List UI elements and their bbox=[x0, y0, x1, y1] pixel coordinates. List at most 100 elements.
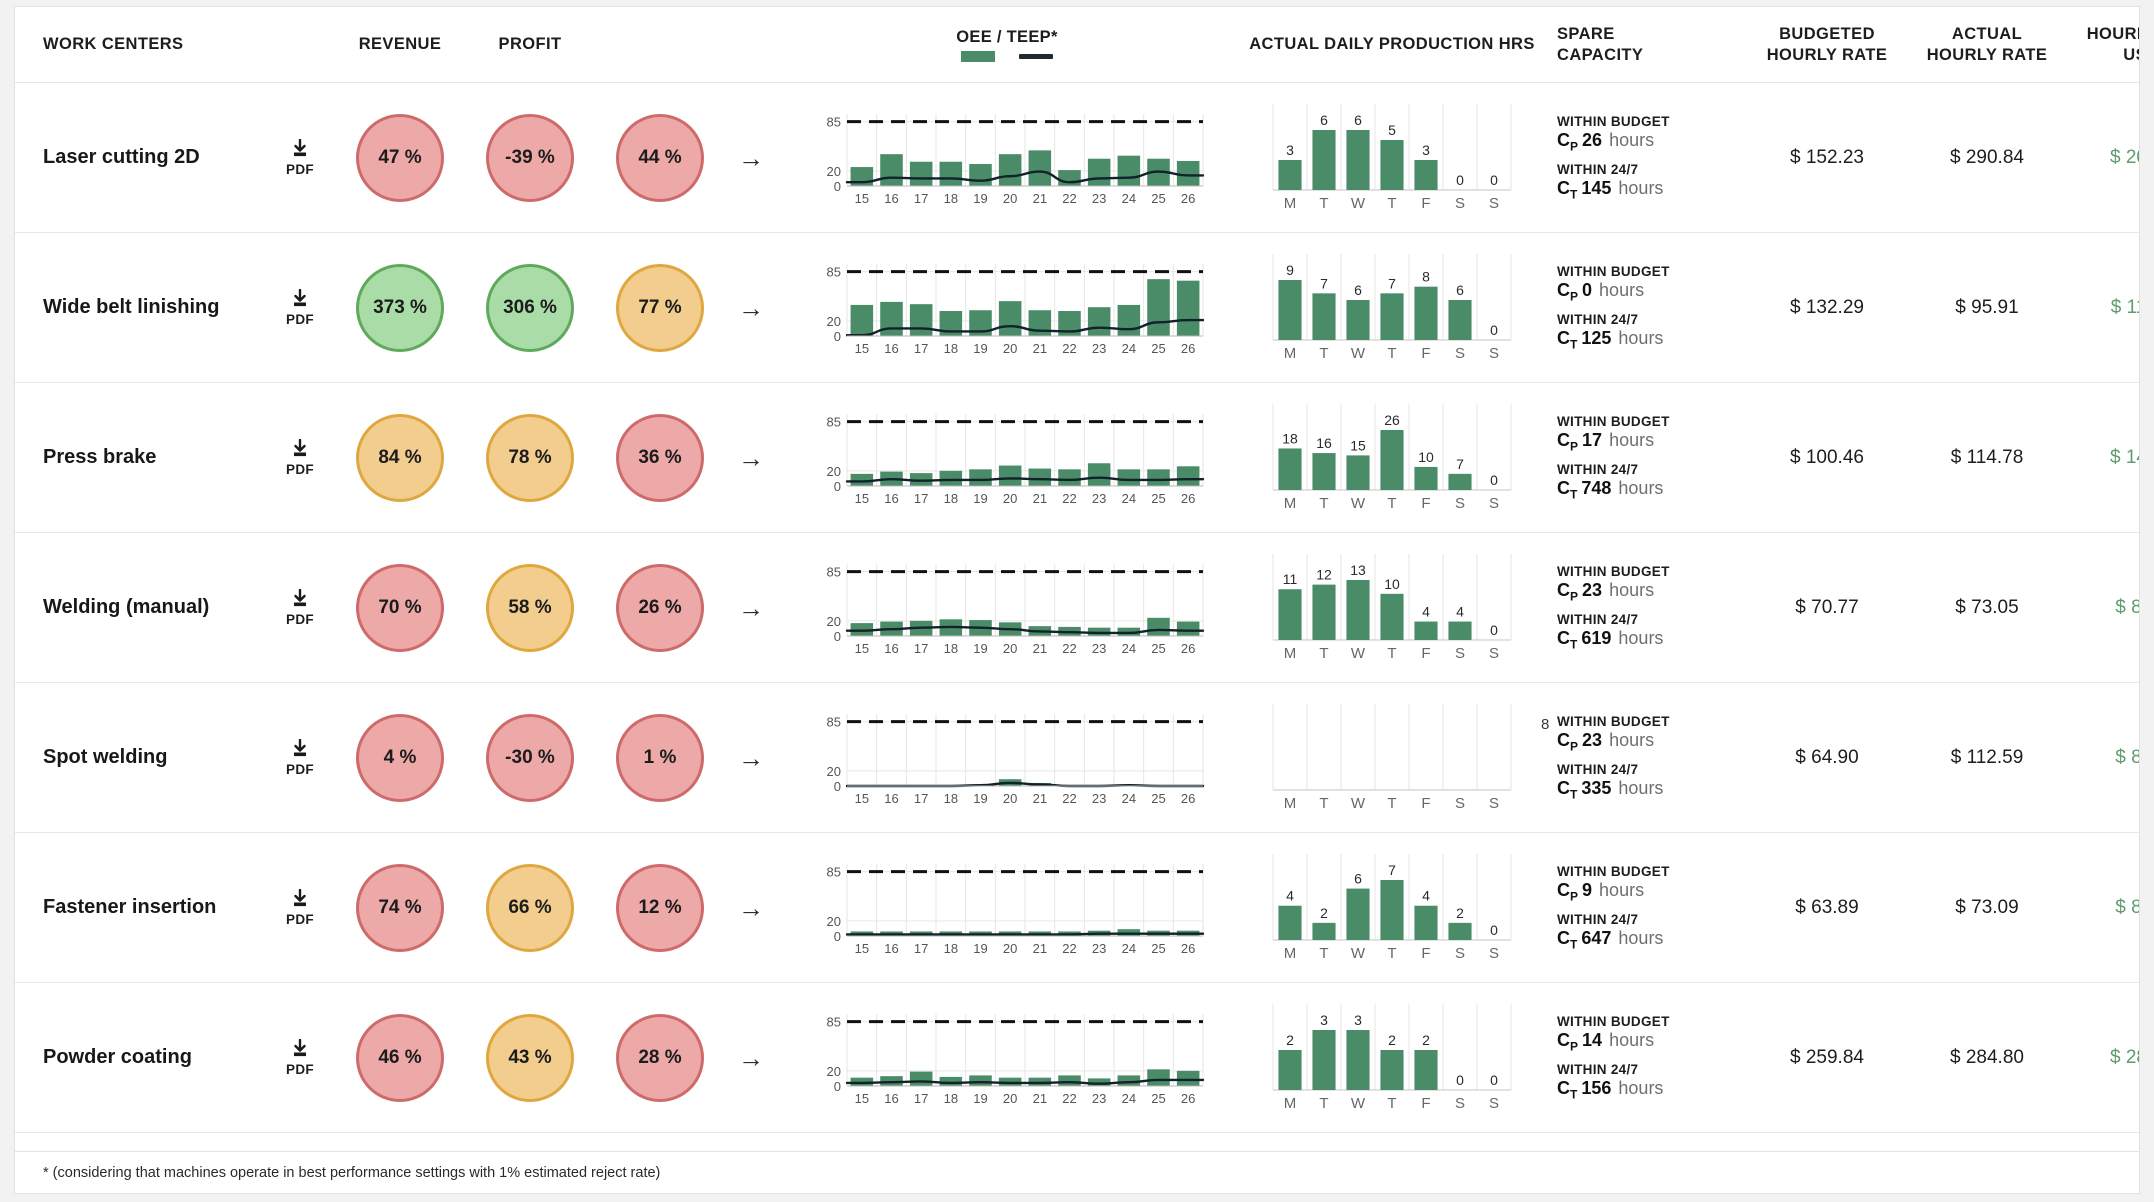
work-center-row[interactable]: Press brake PDF 84 % 78 % 36 % → 0 20 85 15 16 17 18… bbox=[15, 383, 2139, 533]
cell-hourly-rate-used-value: $ 85.00 bbox=[2067, 833, 2139, 982]
svg-text:24: 24 bbox=[1122, 191, 1136, 206]
profit-kpi-bubble: 78 % bbox=[486, 413, 574, 502]
svg-text:F: F bbox=[1421, 645, 1430, 662]
cp-hours-value: CP 23 hours bbox=[1557, 580, 1747, 604]
cell-pdf-download: PDF bbox=[265, 233, 335, 382]
hourly-rate-used-value: $ 280.00 bbox=[2110, 1046, 2139, 1068]
work-center-row[interactable]: Fastener insertion PDF 74 % 66 % 12 % → 0 20 85 1… bbox=[15, 833, 2139, 983]
svg-text:85: 85 bbox=[827, 264, 841, 279]
budgeted-hourly-rate-value: $ 100.46 bbox=[1790, 446, 1864, 468]
work-center-row[interactable]: Powder coating PDF 46 % 43 % 28 % → 0 20 85 15 16 1… bbox=[15, 983, 2139, 1133]
svg-text:21: 21 bbox=[1033, 191, 1047, 206]
cell-pdf-download: PDF bbox=[265, 383, 335, 532]
cell-profit-kpi-bubble: 78 % bbox=[465, 383, 595, 532]
work-center-row[interactable]: Spot welding PDF 4 % -30 % 1 % → 0 20 85 15 16 17 18… bbox=[15, 683, 2139, 833]
download-pdf-button[interactable]: PDF bbox=[286, 1038, 314, 1077]
svg-text:T: T bbox=[1319, 795, 1328, 812]
cp-hours-unit: hours bbox=[1599, 279, 1645, 300]
within-budget-label: WITHIN BUDGET bbox=[1557, 863, 1670, 879]
cell-pdf-download: PDF bbox=[265, 983, 335, 1132]
svg-text:M: M bbox=[1284, 195, 1297, 212]
svg-text:26: 26 bbox=[1181, 941, 1195, 956]
svg-text:S: S bbox=[1455, 1095, 1465, 1112]
svg-text:85: 85 bbox=[827, 1014, 841, 1029]
oee-teep-chart: 0 20 85 15 16 17 18 19 20 21 22 23 24 25 26 bbox=[807, 558, 1207, 658]
work-center-row[interactable]: Laser cutting 2D PDF 47 % -39 % 44 % → 0 20 85 15… bbox=[15, 83, 2139, 233]
svg-text:16: 16 bbox=[884, 191, 898, 206]
download-pdf-button[interactable]: PDF bbox=[286, 438, 314, 477]
svg-text:3: 3 bbox=[1286, 142, 1294, 158]
cell-spare-capacity: WITHIN BUDGET CP 23 hours WITHIN 24/7 CT 619 … bbox=[1547, 533, 1747, 682]
profit-kpi-bubble: -30 % bbox=[486, 713, 574, 802]
download-icon bbox=[289, 438, 311, 459]
cell-spare-capacity: WITHIN BUDGET CP 17 hours WITHIN 24/7 CT 748 … bbox=[1547, 383, 1747, 532]
actual-hourly-rate-value: $ 95.91 bbox=[1955, 296, 2019, 318]
svg-text:25: 25 bbox=[1151, 341, 1165, 356]
cell-daily-production-chart: 3 M 6 T 6 W 5 T 3 F 0 S 0 S bbox=[1237, 83, 1547, 232]
svg-text:10: 10 bbox=[1418, 448, 1434, 464]
download-pdf-button[interactable]: PDF bbox=[286, 588, 314, 627]
svg-text:21: 21 bbox=[1033, 1091, 1047, 1106]
ct-symbol: CT bbox=[1557, 477, 1578, 502]
svg-text:11: 11 bbox=[1283, 571, 1298, 587]
cell-daily-production-chart: 9 M 7 T 6 W 7 T 8 F 6 S 0 S bbox=[1237, 233, 1547, 382]
arrow-right-icon: → bbox=[738, 892, 764, 923]
cp-hours-value: CP 0 hours bbox=[1557, 280, 1747, 304]
download-pdf-button[interactable]: PDF bbox=[286, 288, 314, 327]
svg-text:W: W bbox=[1351, 945, 1366, 962]
work-center-row[interactable]: Wide belt linishing PDF 373 % 306 % 77 % → 0 20… bbox=[15, 233, 2139, 383]
svg-text:T: T bbox=[1319, 645, 1328, 662]
svg-text:F: F bbox=[1421, 195, 1430, 212]
svg-text:85: 85 bbox=[827, 564, 841, 579]
column-label-rate-used-line2: USED bbox=[2123, 45, 2139, 64]
svg-text:19: 19 bbox=[973, 491, 987, 506]
within-budget-label: WITHIN BUDGET bbox=[1557, 113, 1670, 129]
svg-text:F: F bbox=[1421, 945, 1430, 962]
svg-text:26: 26 bbox=[1384, 412, 1400, 428]
within-budget-label: WITHIN BUDGET bbox=[1557, 713, 1670, 729]
cell-oee-teep-chart: 0 20 85 15 16 17 18 19 20 21 22 23 24 25 26 bbox=[777, 83, 1237, 232]
svg-text:2: 2 bbox=[1422, 1032, 1430, 1048]
svg-text:T: T bbox=[1319, 1095, 1328, 1112]
svg-text:20: 20 bbox=[827, 313, 841, 328]
svg-text:85: 85 bbox=[827, 714, 841, 729]
svg-text:20: 20 bbox=[1003, 941, 1017, 956]
cell-budgeted-hourly-rate-value: $ 64.90 bbox=[1747, 683, 1907, 832]
profit-kpi-bubble: -39 % bbox=[486, 113, 574, 202]
header-cell-arrow bbox=[725, 7, 777, 82]
ct-hours-value: CT 335 hours bbox=[1557, 778, 1747, 802]
within-budget-label: WITHIN BUDGET bbox=[1557, 413, 1670, 429]
svg-text:85: 85 bbox=[827, 414, 841, 429]
daily-production-hours-chart: 11 M 12 T 13 W 10 T 4 F 4 S 0 S bbox=[1267, 552, 1517, 664]
cp-hours-unit: hours bbox=[1609, 729, 1655, 750]
cell-spare-capacity: WITHIN BUDGET CP 9 hours WITHIN 24/7 CT 647 h… bbox=[1547, 833, 1747, 982]
svg-text:20: 20 bbox=[1003, 1091, 1017, 1106]
column-label-budgeted-line2: HOURLY RATE bbox=[1766, 45, 1888, 64]
download-pdf-button[interactable]: PDF bbox=[286, 738, 314, 777]
svg-text:19: 19 bbox=[973, 641, 987, 656]
svg-text:22: 22 bbox=[1062, 341, 1076, 356]
download-pdf-button[interactable]: PDF bbox=[286, 888, 314, 927]
cell-arrow: → bbox=[725, 383, 777, 532]
header-cell-oee-bubble bbox=[595, 7, 725, 82]
arrow-right-icon: → bbox=[738, 142, 764, 173]
cell-pdf-download: PDF bbox=[265, 83, 335, 232]
ct-symbol: CT bbox=[1557, 927, 1578, 952]
cp-hours-value: CP 17 hours bbox=[1557, 430, 1747, 454]
cell-oee-kpi-bubble: 44 % bbox=[595, 83, 725, 232]
svg-text:16: 16 bbox=[884, 641, 898, 656]
svg-text:6: 6 bbox=[1456, 282, 1464, 298]
header-cell-budgeted-hourly-rate: BUDGETED HOURLY RATE bbox=[1747, 7, 1907, 82]
cell-hourly-rate-used-value: $ 280.00 bbox=[2067, 983, 2139, 1132]
svg-text:25: 25 bbox=[1151, 191, 1165, 206]
svg-text:7: 7 bbox=[1388, 862, 1396, 878]
download-pdf-button[interactable]: PDF bbox=[286, 138, 314, 177]
svg-text:17: 17 bbox=[914, 791, 928, 806]
cp-hours-unit: hours bbox=[1609, 579, 1655, 600]
within-budget-label: WITHIN BUDGET bbox=[1557, 563, 1670, 579]
pdf-label: PDF bbox=[286, 611, 314, 627]
cp-symbol: CP bbox=[1557, 129, 1579, 154]
cp-hours-unit: hours bbox=[1609, 1029, 1655, 1050]
pdf-label: PDF bbox=[286, 1061, 314, 1077]
work-center-row[interactable]: Welding (manual) PDF 70 % 58 % 26 % → 0 20 85 15 1… bbox=[15, 533, 2139, 683]
